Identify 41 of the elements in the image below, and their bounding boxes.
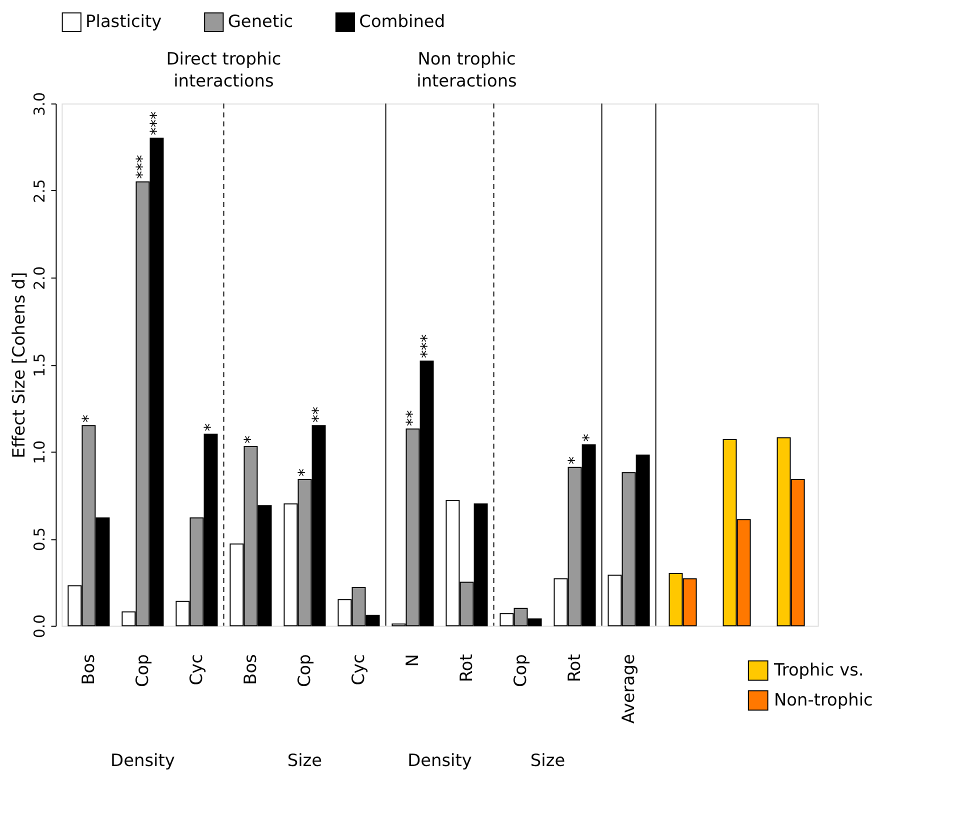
text: Non trophic interactions [416, 48, 517, 91]
annotation: * [78, 414, 98, 423]
x-tick-label: Cyc [186, 654, 206, 686]
x-tick-label: Bos [78, 654, 98, 685]
text: Direct trophic interactions [166, 48, 282, 91]
annotation: *** [416, 334, 436, 358]
text: Size [287, 750, 322, 770]
x-tick-label: Rot [456, 654, 476, 682]
annotation: * [200, 423, 220, 432]
text: Density [408, 750, 472, 770]
annotation: *** [146, 111, 166, 136]
x-tick-label: Cop [132, 654, 152, 688]
y-tick-label: 1.5 [30, 353, 48, 377]
y-axis-title: Effect Size [Cohens d] [8, 272, 28, 458]
x-tick-label: Bos [240, 654, 260, 685]
y-tick-label: 0.0 [30, 614, 48, 638]
y-tick-label: 2.5 [30, 179, 48, 203]
x-tick-label: Rot [564, 654, 584, 682]
y-tick-label: 3.0 [30, 92, 48, 116]
annotation: * [578, 434, 598, 442]
annotation: ** [308, 406, 328, 423]
y-tick-label: 2.0 [30, 266, 48, 290]
legend-label: Plasticity [86, 11, 162, 32]
annotation: *** [132, 154, 152, 179]
legend-label: Trophic vs. [773, 660, 864, 680]
legend-label: Non-trophic [774, 689, 873, 710]
y-tick-label: 0.5 [30, 527, 48, 552]
text: Density [110, 750, 175, 770]
annotation: ** [402, 410, 422, 426]
annotation: * [294, 468, 314, 477]
x-tick-label: N [402, 654, 422, 667]
legend-label: Genetic [228, 11, 294, 32]
x-tick-label: Cop [510, 654, 530, 688]
annotation: * [240, 435, 260, 444]
legend-label: Combined [359, 11, 446, 32]
y-tick-label: 1.0 [30, 440, 48, 464]
annotation: * [564, 456, 584, 464]
x-tick-label: Average [618, 654, 638, 724]
x-tick-label: Cyc [348, 654, 368, 686]
x-tick-label: Cop [294, 654, 314, 688]
text: Size [530, 750, 566, 770]
